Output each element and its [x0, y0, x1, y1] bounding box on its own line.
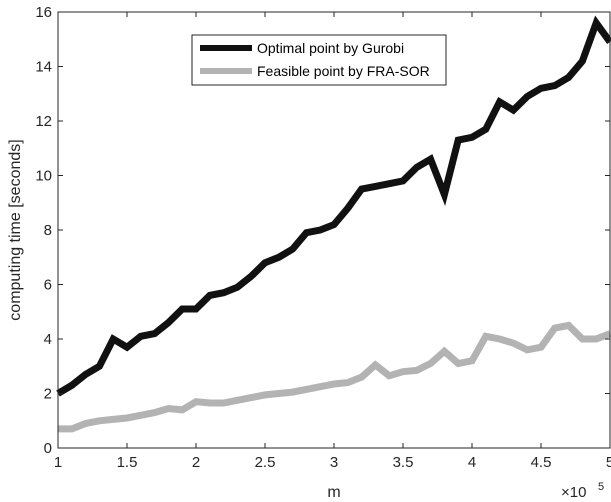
y-tick-label: 12 — [35, 113, 52, 130]
y-tick-label: 6 — [44, 277, 52, 294]
legend-label-frasor: Feasible point by FRA-SOR — [257, 63, 430, 79]
x-tick-label: 3 — [330, 454, 338, 471]
x-tick-label: 5 — [606, 454, 611, 471]
series-line-frasor — [58, 321, 611, 433]
x-tick-label: 4 — [468, 454, 476, 471]
x-multiplier-base: ×10 — [561, 484, 586, 501]
y-tick-label: 14 — [35, 59, 52, 76]
x-axis-label: m — [327, 484, 340, 501]
series-line-gurobi — [56, 15, 611, 397]
legend: Optimal point by Gurobi Feasible point b… — [191, 34, 447, 86]
ticks-layer: 1 1.5 2 2.5 3 3.5 4 4.5 5 0 2 4 6 8 10 12 14 16 — [35, 4, 611, 471]
y-tick-label: 8 — [44, 222, 52, 239]
x-multiplier: ×10 5 — [561, 481, 604, 501]
x-tick-label: 3.5 — [393, 454, 414, 471]
y-tick-label: 0 — [44, 440, 52, 457]
x-tick-label: 2.5 — [255, 454, 276, 471]
y-tick-label: 2 — [44, 386, 52, 403]
x-tick-label: 4.5 — [531, 454, 552, 471]
x-tick-label: 1.5 — [117, 454, 138, 471]
x-tick-label: 1 — [54, 454, 62, 471]
legend-box — [191, 34, 447, 86]
y-tick-label: 10 — [35, 168, 52, 185]
series-layer — [56, 15, 611, 433]
x-multiplier-exponent: 5 — [598, 481, 604, 493]
y-tick-label: 16 — [35, 4, 52, 21]
x-tick-label: 2 — [192, 454, 200, 471]
legend-label-gurobi: Optimal point by Gurobi — [257, 40, 404, 56]
y-tick-label: 4 — [44, 331, 52, 348]
y-axis-label: computing time [seconds] — [7, 139, 24, 320]
